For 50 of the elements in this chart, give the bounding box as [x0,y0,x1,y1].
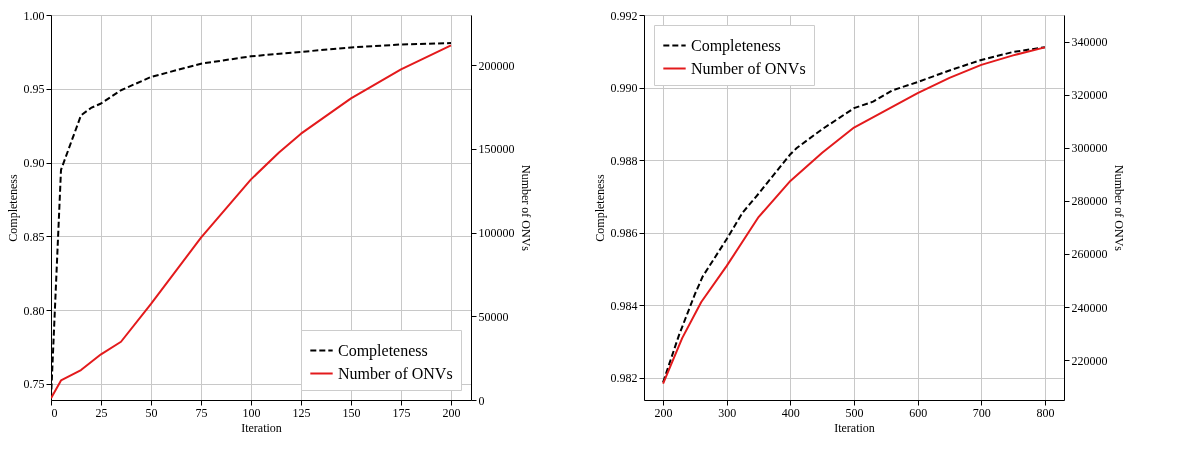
y2-tick-label: 260000 [1071,247,1108,262]
y2-axis-title: Number of ONVs [1111,165,1126,252]
y-tick-label: 0.992 [610,8,638,23]
y-tick-label: 0.986 [610,226,638,241]
y2-tick-label: 280000 [1071,194,1108,209]
y-axis-title: Completeness [5,174,20,242]
x-tick-label: 300 [718,405,737,420]
legend-label: Completeness [691,36,781,55]
x-axis-title: Iteration [834,420,875,435]
y2-tick-label: 100000 [478,226,515,241]
legend-label: Completeness [338,341,428,360]
x-tick-label: 50 [145,405,158,420]
x-tick-label: 200 [442,405,461,420]
y2-tick-label: 220000 [1071,353,1108,368]
y2-tick-label: 200000 [478,58,515,73]
legend-label: Number of ONVs [338,364,453,382]
y-tick-label: 0.982 [610,371,638,386]
x-tick-label: 600 [909,405,928,420]
x-tick-label: 100 [242,405,261,420]
x-tick-label: 500 [845,405,864,420]
x-tick-label: 125 [292,405,311,420]
y2-tick-label: 240000 [1071,300,1108,315]
x-tick-label: 150 [342,405,361,420]
x-tick-label: 700 [972,405,991,420]
x-tick-label: 400 [781,405,800,420]
x-tick-label: 800 [1036,405,1055,420]
y2-tick-label: 300000 [1071,141,1108,156]
y2-tick-label: 50000 [478,309,509,324]
y-axis-title: Completeness [592,174,607,242]
x-tick-label: 200 [654,405,673,420]
x-tick-label: 75 [195,405,208,420]
y2-tick-label: 340000 [1071,35,1108,50]
y2-axis-title: Number of ONVs [518,165,533,252]
y-tick-label: 1.00 [23,8,45,23]
y-tick-label: 0.85 [23,229,45,244]
y-tick-label: 0.95 [23,82,45,97]
y-tick-label: 0.988 [610,153,638,168]
x-tick-label: 25 [95,405,108,420]
y2-tick-label: 150000 [478,142,515,157]
y-tick-label: 0.90 [23,156,45,171]
y-tick-label: 0.80 [23,303,45,318]
y2-tick-label: 320000 [1071,88,1108,103]
x-tick-label: 0 [51,405,58,420]
y2-tick-label: 0 [478,393,485,408]
y-tick-label: 0.990 [610,81,638,95]
legend-label: Number of ONVs [691,59,806,77]
y-tick-label: 0.75 [23,377,45,392]
y-tick-label: 0.984 [610,298,638,313]
x-axis-title: Iteration [241,420,282,435]
x-tick-label: 175 [392,405,411,420]
